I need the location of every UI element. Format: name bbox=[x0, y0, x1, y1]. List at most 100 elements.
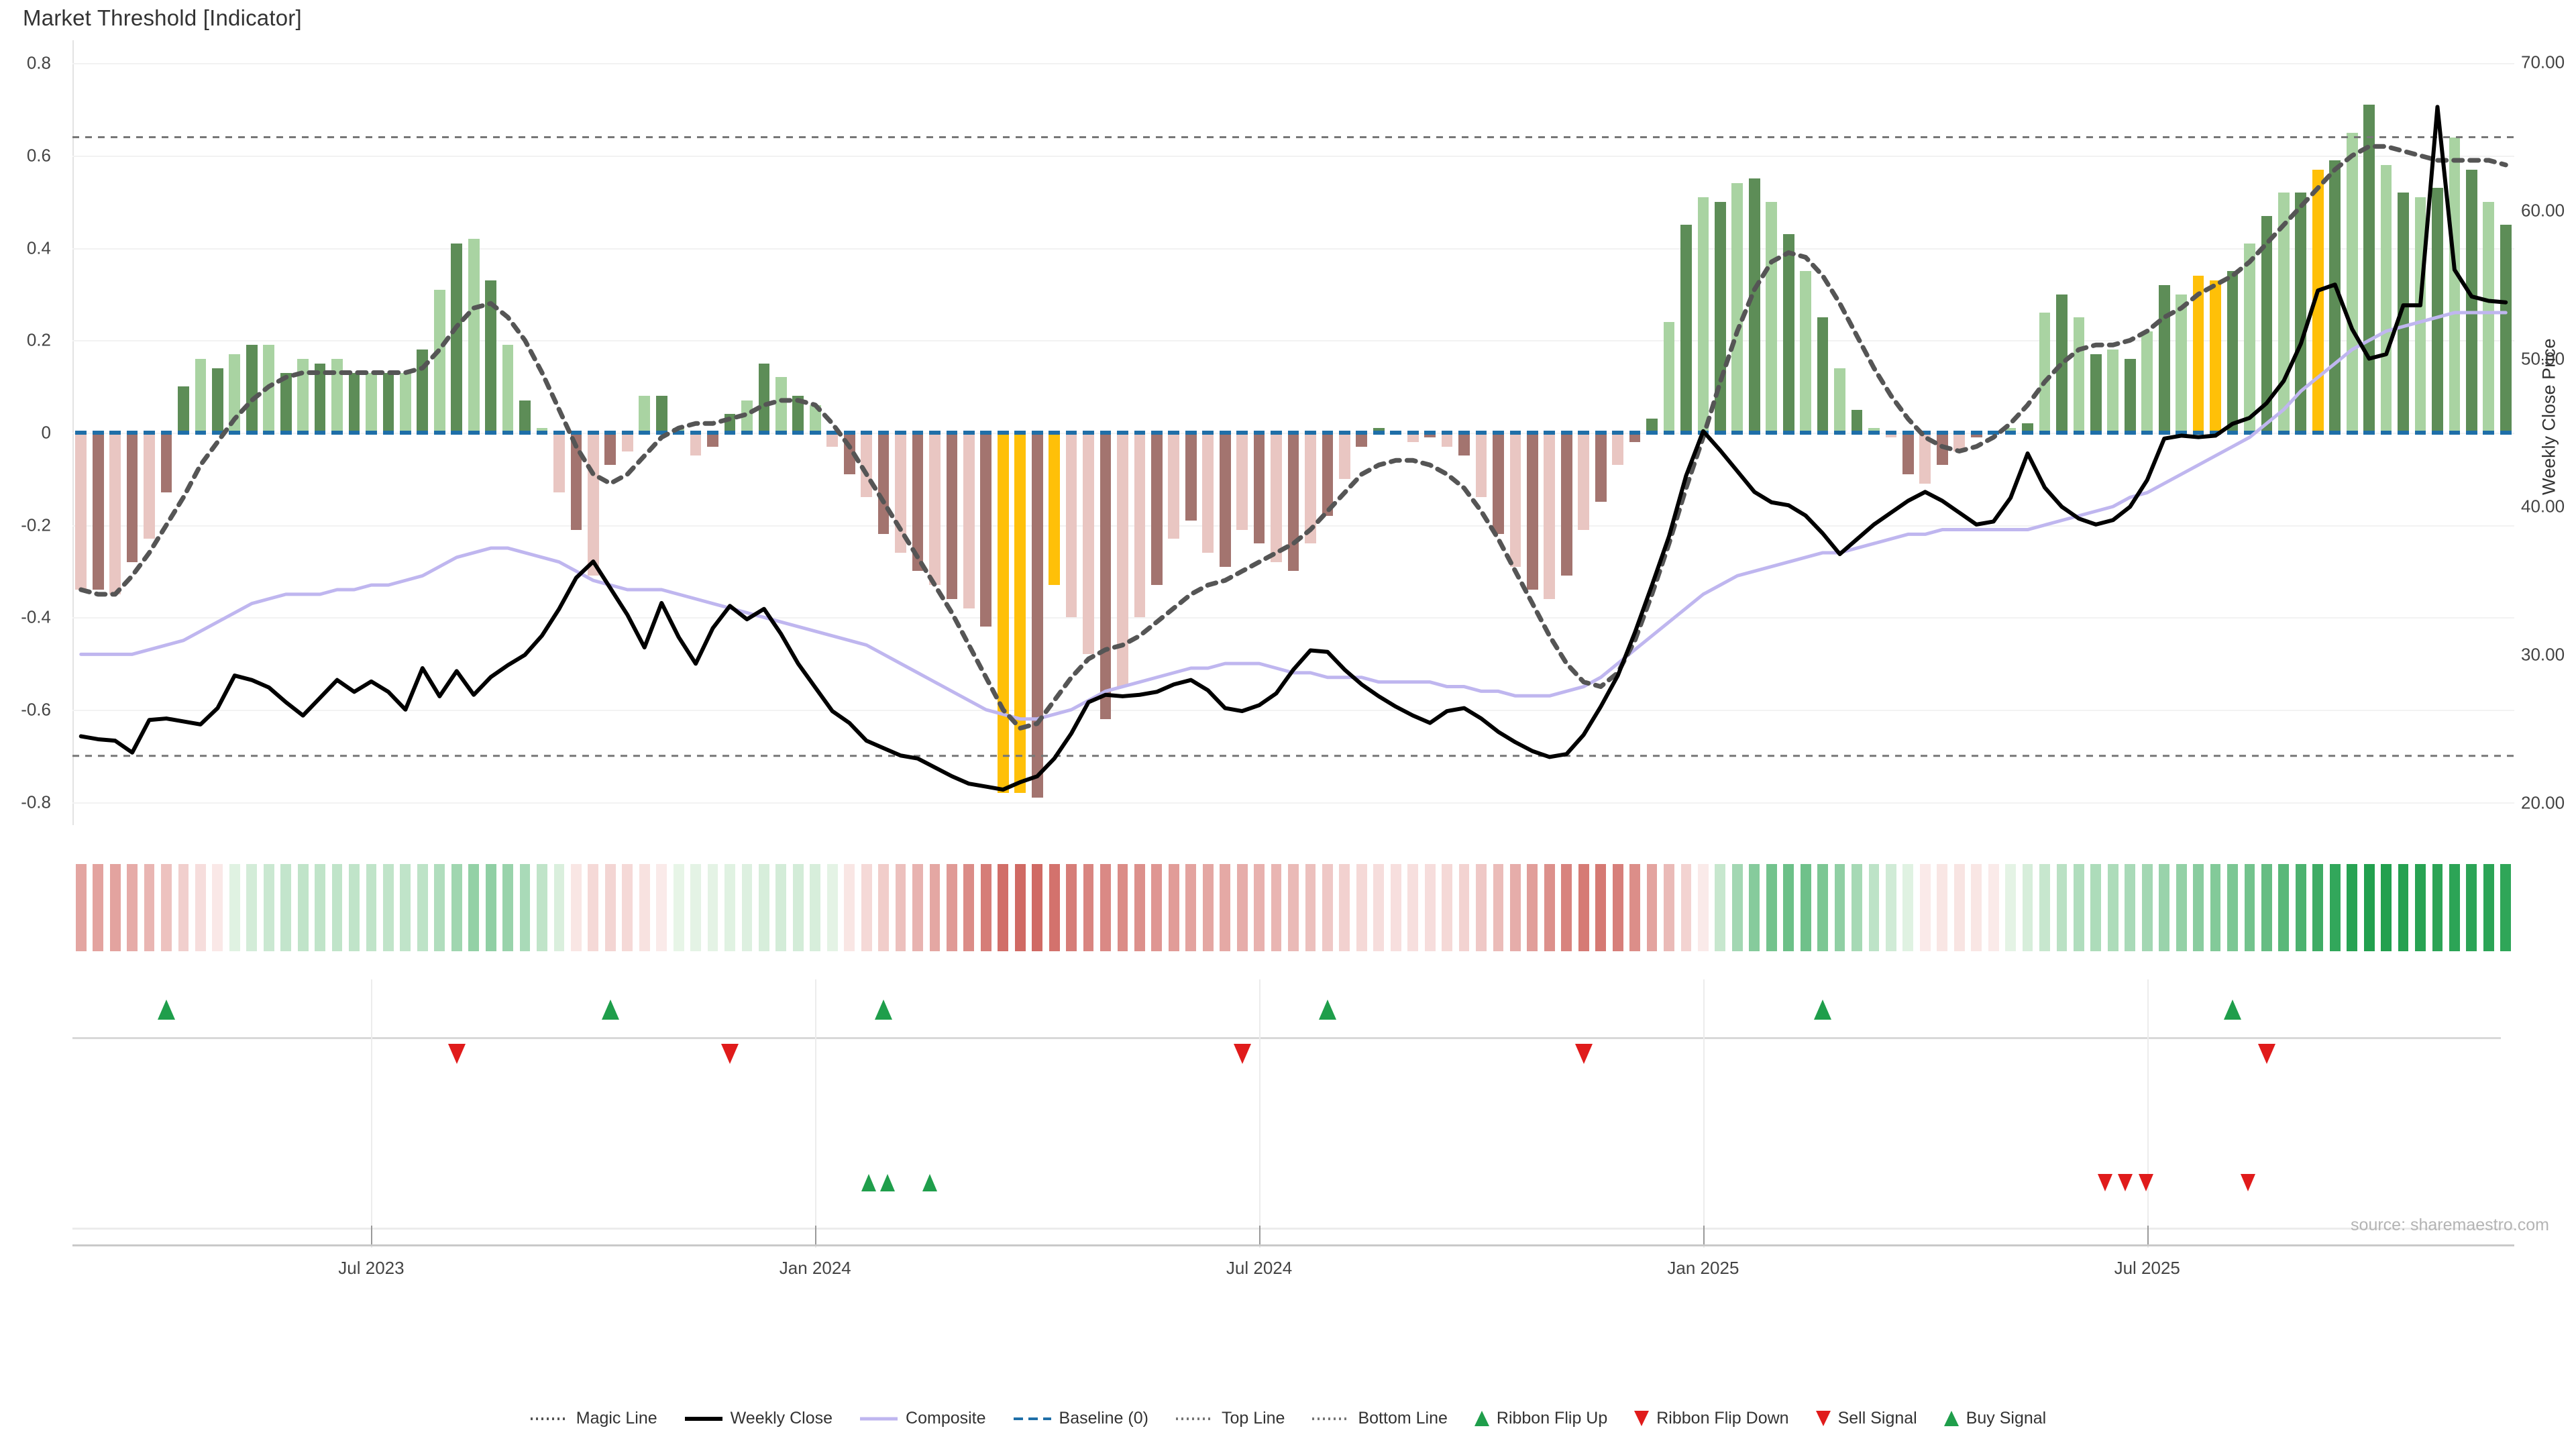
ribbon-cell bbox=[2415, 864, 2426, 951]
y-axis-left-tick-label: -0.4 bbox=[21, 606, 51, 627]
main-plot-area bbox=[72, 40, 2514, 825]
signal-row-divider bbox=[72, 1037, 2501, 1039]
baseline-dash bbox=[1902, 431, 1914, 435]
indicator-bar bbox=[75, 433, 87, 590]
indicator-bar bbox=[2090, 354, 2102, 433]
ribbon-cell bbox=[792, 864, 804, 951]
baseline-dash bbox=[775, 431, 787, 435]
baseline-dash bbox=[433, 431, 445, 435]
ribbon-cell bbox=[93, 864, 104, 951]
indicator-bar bbox=[178, 386, 189, 433]
legend-item[interactable]: Bottom Line bbox=[1311, 1409, 1448, 1428]
ribbon-cell bbox=[1151, 864, 1163, 951]
baseline-dash bbox=[792, 431, 804, 435]
baseline-dash bbox=[2261, 431, 2273, 435]
indicator-bar bbox=[1117, 433, 1128, 687]
baseline-dash bbox=[126, 431, 138, 435]
indicator-bar bbox=[1338, 433, 1350, 479]
indicator-bar bbox=[1185, 433, 1197, 521]
gridline-horizontal bbox=[72, 617, 2514, 619]
indicator-bar bbox=[1544, 433, 1556, 599]
indicator-bar bbox=[519, 400, 531, 433]
legend-item[interactable]: Baseline (0) bbox=[1013, 1409, 1148, 1428]
indicator-bar bbox=[963, 433, 975, 608]
ribbon-cell bbox=[1322, 864, 1333, 951]
source-note: source: sharemaestro.com bbox=[2351, 1216, 2549, 1234]
legend-item-label: Ribbon Flip Up bbox=[1496, 1409, 1608, 1428]
baseline-dash bbox=[1493, 431, 1504, 435]
legend-item[interactable]: Ribbon Flip Down bbox=[1634, 1409, 1789, 1428]
baseline-dash bbox=[2056, 431, 2068, 435]
ribbon-cell bbox=[878, 864, 889, 951]
baseline-dash bbox=[2432, 431, 2443, 435]
indicator-bar bbox=[280, 372, 292, 433]
baseline-dash bbox=[1800, 431, 1812, 435]
indicator-bar bbox=[2432, 188, 2443, 433]
ribbon-cell bbox=[2022, 864, 2033, 951]
indicator-bar bbox=[741, 400, 753, 433]
baseline-dash bbox=[2124, 431, 2136, 435]
ribbon-cell bbox=[759, 864, 769, 951]
baseline-dash bbox=[963, 431, 975, 435]
ribbon-cell bbox=[127, 864, 138, 951]
ribbon-cell bbox=[2398, 864, 2409, 951]
baseline-dash bbox=[382, 431, 394, 435]
baseline-dash bbox=[861, 431, 873, 435]
baseline-dash bbox=[1407, 431, 1419, 435]
ribbon-cell bbox=[588, 864, 599, 951]
baseline-dash bbox=[570, 431, 582, 435]
baseline-dash bbox=[331, 431, 343, 435]
indicator-bar bbox=[1919, 433, 1931, 484]
baseline-dash bbox=[2004, 431, 2017, 435]
indicator-bar bbox=[1168, 433, 1180, 539]
baseline-dash bbox=[1988, 431, 2000, 435]
ribbon-cell bbox=[2159, 864, 2170, 951]
ribbon-cell bbox=[947, 864, 957, 951]
indicator-bar bbox=[1851, 409, 1863, 433]
sell-signal-marker bbox=[2138, 1174, 2153, 1191]
indicator-bar bbox=[382, 372, 394, 433]
legend-item[interactable]: Top Line bbox=[1175, 1409, 1285, 1428]
indicator-bar bbox=[109, 433, 121, 594]
ribbon-cell bbox=[604, 864, 616, 951]
gridline-horizontal bbox=[72, 156, 2514, 158]
baseline-dash bbox=[280, 431, 292, 435]
baseline-dash bbox=[1526, 431, 1538, 435]
indicator-bar bbox=[2500, 225, 2512, 433]
y-axis-left-tick-label: -0.6 bbox=[21, 699, 51, 720]
ribbon-cell bbox=[1220, 864, 1231, 951]
ribbon-flip-down-marker bbox=[721, 1044, 739, 1064]
legend-item[interactable]: Buy Signal bbox=[1943, 1409, 2047, 1428]
triangle-up-icon bbox=[1474, 1411, 1489, 1426]
y-axis-left-tick-label: 0.2 bbox=[26, 329, 51, 350]
ribbon-cell bbox=[1288, 864, 1299, 951]
ribbon-cell bbox=[2039, 864, 2050, 951]
indicator-bar bbox=[2346, 132, 2358, 433]
signal-grid-tick bbox=[1703, 1114, 1705, 1248]
ribbon-cell bbox=[1117, 864, 1128, 951]
indicator-bar bbox=[1065, 433, 1077, 618]
baseline-dash bbox=[1509, 431, 1521, 435]
x-axis-tick bbox=[371, 1226, 373, 1244]
indicator-bar bbox=[2176, 294, 2188, 433]
legend-item[interactable]: Ribbon Flip Up bbox=[1474, 1409, 1607, 1428]
y-axis-right-tick-label: 70.00 bbox=[2521, 52, 2565, 72]
ribbon-cell bbox=[2176, 864, 2187, 951]
legend-item[interactable]: Weekly Close bbox=[684, 1409, 833, 1428]
ribbon-cell bbox=[417, 864, 428, 951]
legend-item[interactable]: Magic Line bbox=[530, 1409, 657, 1428]
legend-item-label: Buy Signal bbox=[1966, 1409, 2047, 1428]
baseline-dash bbox=[1578, 431, 1590, 435]
baseline-dash bbox=[1031, 431, 1043, 435]
baseline-dash bbox=[1834, 431, 1845, 435]
indicator-bar bbox=[1680, 225, 1692, 433]
legend-item[interactable]: Sell Signal bbox=[1815, 1409, 1917, 1428]
indicator-bar bbox=[1441, 433, 1453, 447]
baseline-dash bbox=[724, 431, 736, 435]
legend-item[interactable]: Composite bbox=[859, 1409, 986, 1428]
indicator-bar bbox=[1083, 433, 1094, 655]
indicator-bar bbox=[2483, 201, 2495, 433]
indicator-bar bbox=[724, 414, 736, 433]
indicator-bar bbox=[912, 433, 924, 572]
indicator-bar bbox=[2124, 358, 2136, 433]
